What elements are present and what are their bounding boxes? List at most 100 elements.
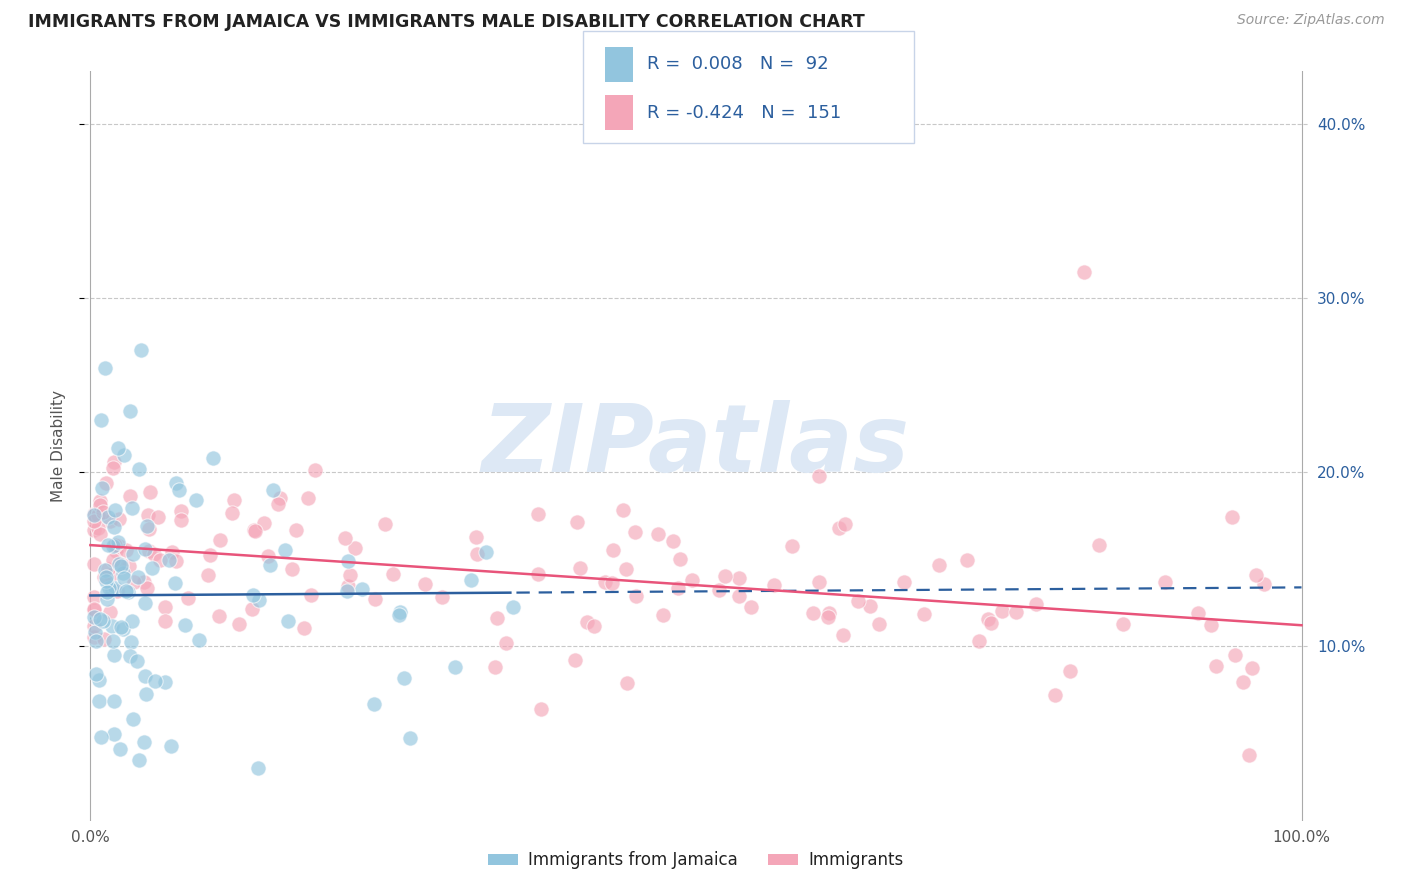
Point	[262, 483, 284, 497]
Text: Source: ZipAtlas.com: Source: ZipAtlas.com	[1237, 13, 1385, 28]
Point	[242, 588, 264, 602]
Point	[727, 589, 749, 603]
Point	[527, 566, 550, 581]
Point	[392, 671, 415, 685]
Point	[388, 605, 411, 619]
Point	[246, 761, 269, 775]
Point	[170, 513, 193, 527]
Point	[1059, 664, 1081, 678]
Point	[136, 508, 159, 523]
Point	[197, 568, 219, 582]
Point	[1187, 606, 1209, 620]
Point	[105, 583, 128, 598]
Point	[956, 553, 979, 567]
Point	[107, 534, 129, 549]
Point	[148, 510, 170, 524]
Point	[93, 632, 115, 646]
Point	[110, 559, 132, 574]
Point	[253, 516, 276, 530]
Text: IMMIGRANTS FROM JAMAICA VS IMMIGRANTS MALE DISABILITY CORRELATION CHART: IMMIGRANTS FROM JAMAICA VS IMMIGRANTS MA…	[28, 13, 865, 31]
Point	[801, 606, 824, 620]
Point	[1232, 675, 1254, 690]
Point	[115, 583, 138, 598]
Point	[153, 674, 176, 689]
Point	[893, 574, 915, 589]
Point	[259, 558, 281, 572]
Point	[136, 518, 159, 533]
Point	[828, 521, 851, 535]
Point	[103, 694, 125, 708]
Point	[111, 566, 134, 581]
Point	[93, 360, 115, 375]
Point	[103, 455, 125, 469]
Point	[818, 606, 841, 620]
Point	[647, 527, 669, 541]
Point	[569, 561, 592, 575]
Point	[127, 570, 149, 584]
Text: R =  0.008   N =  92: R = 0.008 N = 92	[647, 55, 828, 73]
Point	[103, 634, 125, 648]
Point	[100, 568, 122, 582]
Point	[103, 726, 125, 740]
Point	[602, 543, 624, 558]
Point	[221, 507, 243, 521]
Point	[118, 649, 141, 664]
Point	[107, 512, 129, 526]
Point	[104, 543, 127, 558]
Point	[100, 582, 122, 596]
Point	[333, 532, 356, 546]
Point	[207, 608, 229, 623]
Point	[374, 516, 396, 531]
Point	[149, 553, 172, 567]
Point	[1154, 574, 1177, 589]
Point	[111, 622, 134, 636]
Point	[122, 575, 145, 590]
Point	[98, 581, 121, 595]
Point	[187, 632, 209, 647]
Point	[97, 509, 120, 524]
Point	[201, 450, 224, 465]
Point	[91, 614, 114, 628]
Point	[87, 673, 110, 688]
Point	[83, 508, 105, 522]
Point	[967, 634, 990, 648]
Point	[662, 534, 685, 549]
Point	[83, 601, 105, 615]
Point	[912, 607, 935, 621]
Point	[103, 648, 125, 662]
Point	[976, 612, 998, 626]
Point	[1199, 618, 1222, 632]
Point	[103, 503, 125, 517]
Point	[90, 413, 112, 427]
Point	[990, 604, 1012, 618]
Point	[159, 739, 181, 753]
Point	[681, 573, 703, 587]
Point	[652, 607, 675, 622]
Point	[103, 520, 125, 534]
Point	[101, 539, 124, 553]
Point	[1237, 747, 1260, 762]
Point	[186, 493, 208, 508]
Point	[465, 547, 488, 561]
Point	[266, 497, 288, 511]
Point	[299, 588, 322, 602]
Point	[108, 558, 131, 572]
Point	[110, 557, 132, 571]
Point	[118, 490, 141, 504]
Text: R = -0.424   N =  151: R = -0.424 N = 151	[647, 103, 841, 121]
Point	[1112, 616, 1135, 631]
Point	[616, 676, 638, 690]
Point	[614, 562, 637, 576]
Point	[626, 589, 648, 603]
Point	[583, 618, 606, 632]
Point	[83, 609, 105, 624]
Point	[527, 508, 550, 522]
Point	[165, 554, 187, 568]
Point	[93, 570, 115, 584]
Point	[1088, 538, 1111, 552]
Point	[740, 600, 762, 615]
Point	[83, 619, 105, 633]
Point	[86, 508, 108, 522]
Point	[297, 491, 319, 506]
Point	[928, 558, 950, 573]
